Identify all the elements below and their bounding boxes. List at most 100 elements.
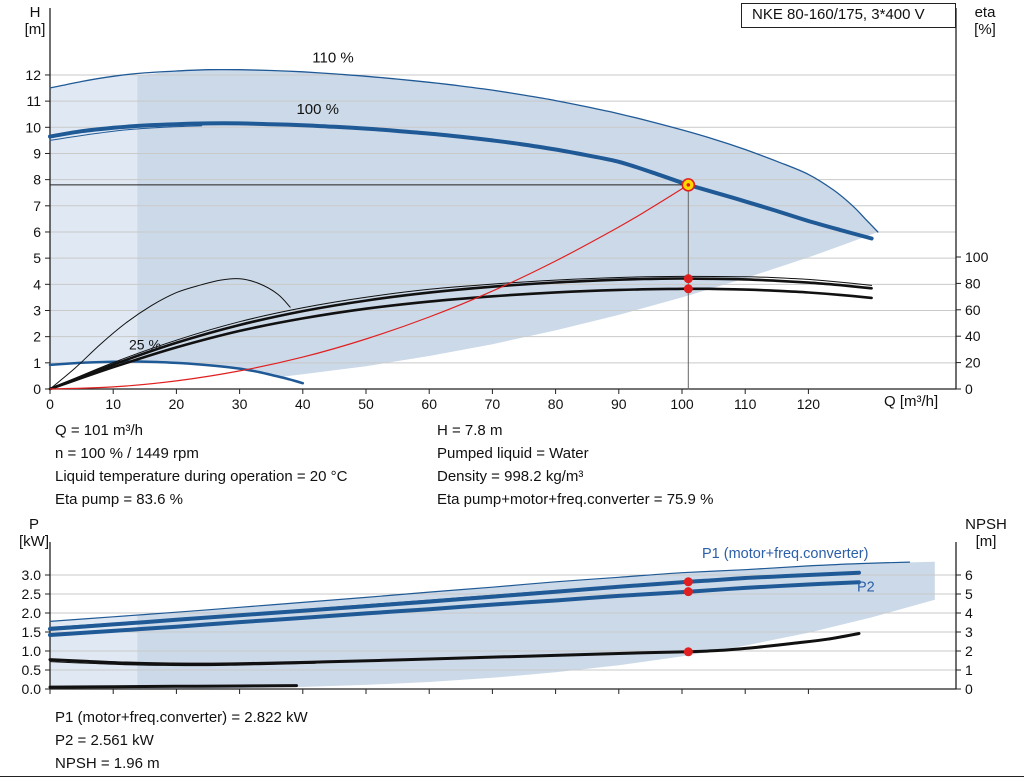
tick-label: 40: [295, 396, 311, 412]
tick-label: 20: [169, 396, 185, 412]
tick-label: 5: [965, 586, 973, 602]
tick-label: 1.5: [22, 624, 42, 640]
curve-100-thin: [49, 125, 203, 141]
info-line-eta-pump: Eta pump = 83.6 %: [55, 491, 183, 508]
tick-label: 10: [105, 396, 121, 412]
tick-label: 40: [965, 328, 981, 344]
pump-title-box: NKE 80-160/175, 3*400 V: [741, 3, 956, 28]
info-line-density: Density = 998.2 kg/m³: [437, 468, 584, 485]
p-axis-label-unit: [kW]: [19, 533, 49, 550]
tick-label: 3: [33, 302, 41, 318]
duty-info-left-column: Q = 101 m³/h n = 100 % / 1449 rpm Liquid…: [55, 419, 347, 511]
tick-label: 7: [33, 198, 41, 214]
tick-label: 110: [734, 396, 757, 412]
speed-envelope-band-light: [50, 75, 138, 365]
eta-curve-thin: [49, 275, 873, 390]
power-info-block: P1 (motor+freq.converter) = 2.822 kW P2 …: [55, 706, 308, 775]
tick-label: 120: [797, 396, 821, 412]
tick-label: 0.0: [22, 681, 42, 697]
q-axis-label: Q [m³/h]: [884, 393, 939, 410]
curve-label: 25 %: [129, 337, 161, 353]
info-line-liquid: Pumped liquid = Water: [437, 445, 589, 462]
tick-label: 2.0: [22, 605, 42, 621]
tick-label: 80: [548, 396, 564, 412]
tick-label: 9: [33, 145, 41, 161]
npsh-point: [683, 647, 693, 657]
tick-label: 12: [25, 67, 41, 83]
tick-label: 90: [611, 396, 627, 412]
info-line-npsh: NPSH = 1.96 m: [55, 755, 160, 772]
duty-point-center: [686, 183, 691, 187]
eta-axis-label-unit: [%]: [974, 21, 996, 38]
p2-25-curve: [48, 684, 298, 689]
p-axis-label-symbol: P: [28, 516, 39, 533]
tick-label: 1.0: [22, 643, 42, 659]
curve-label: 100 %: [296, 101, 339, 118]
tick-label: 0: [46, 396, 54, 412]
tick-label: 8: [33, 172, 41, 188]
eta-pump-curve: [48, 277, 873, 391]
tick-label: 0: [965, 381, 973, 397]
tick-label: 4: [33, 276, 41, 292]
info-line-p2: P2 = 2.561 kW: [55, 732, 154, 749]
p1-curve: [48, 570, 861, 631]
info-line-h: H = 7.8 m: [437, 422, 503, 439]
tick-label: 0: [33, 381, 41, 397]
bottom-divider: [0, 776, 1024, 777]
tick-label: 3.0: [22, 567, 42, 583]
info-line-speed: n = 100 % / 1449 rpm: [55, 445, 199, 462]
tick-label: 6: [965, 567, 973, 583]
curve-25-percent: [48, 360, 305, 385]
tick-label: 70: [485, 396, 501, 412]
tick-label: 1: [965, 662, 973, 678]
eta-axis-label: eta [%]: [960, 4, 1010, 38]
tick-label: 1: [33, 355, 41, 371]
h-axis-label-unit: [m]: [24, 21, 46, 38]
tick-label: 60: [421, 396, 437, 412]
p1-110-curve: [49, 561, 911, 622]
system-curve: [49, 184, 689, 390]
p1-point: [683, 577, 693, 587]
tick-label: 20: [965, 355, 981, 371]
curve-110-percent: [49, 68, 879, 233]
npsh-axis-label: NPSH [m]: [954, 516, 1018, 550]
eta-curve-reduced-speed: [49, 278, 291, 390]
npsh-axis-label-unit: [m]: [975, 533, 997, 550]
speed-envelope-band: [137, 69, 878, 378]
eta-pump-point: [683, 274, 693, 284]
tick-label: 2: [965, 643, 973, 659]
tick-label: 5: [33, 250, 41, 266]
info-line-eta-total: Eta pump+motor+freq.converter = 75.9 %: [437, 491, 714, 508]
p2-point: [683, 587, 693, 597]
h-axis-label-symbol: H: [29, 4, 41, 21]
tick-label: 10: [25, 119, 41, 135]
eta-axis-label-symbol: eta: [974, 4, 996, 21]
duty-info-right-column: H = 7.8 m Pumped liquid = Water Density …: [437, 419, 713, 511]
tick-label: 30: [232, 396, 248, 412]
tick-label: 4: [965, 605, 973, 621]
power-npsh-chart: 0.0 0.5 1.0 1.5 2.0 2.5 3.0 0 1 2 3 4 5 6 P1 (motor+fr…: [22, 542, 973, 697]
info-line-p1: P1 (motor+freq.converter) = 2.822 kW: [55, 709, 308, 726]
curve-label: P1 (motor+freq.converter): [702, 546, 868, 562]
tick-label: 2: [33, 329, 41, 345]
tick-label: 0.5: [22, 662, 42, 678]
info-line-temperature: Liquid temperature during operation = 20…: [55, 468, 348, 485]
tick-label: 6: [33, 224, 41, 240]
curve-label: P2: [857, 580, 875, 596]
curve-label: 110 %: [312, 49, 353, 66]
tick-label: 60: [965, 302, 981, 318]
p-axis-label: P [kW]: [12, 516, 56, 550]
tick-label: 80: [965, 275, 981, 291]
eta-total-curve: [48, 287, 873, 391]
tick-label: 100: [670, 396, 694, 412]
tick-label: 2.5: [22, 586, 42, 602]
tick-label: 0: [965, 681, 973, 697]
tick-label: 11: [26, 93, 41, 109]
curve-100-percent: [48, 121, 874, 241]
eta-total-point: [683, 284, 693, 294]
tick-label: 50: [358, 396, 374, 412]
tick-label: 100: [965, 249, 989, 265]
h-axis-label: H [m]: [16, 4, 54, 38]
